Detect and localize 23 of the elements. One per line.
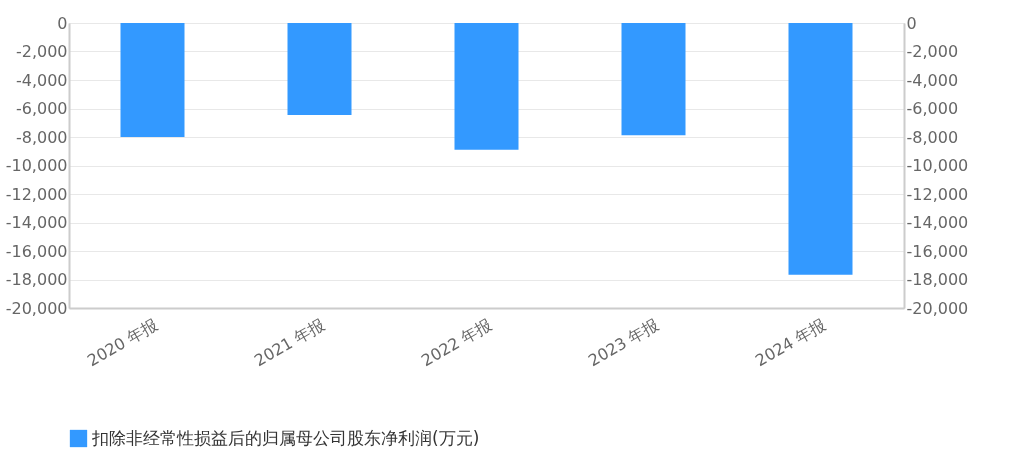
y-tick-label: -2,000 <box>15 42 68 61</box>
y2-tick-label: -2,000 <box>906 42 959 61</box>
y-tick-label: -20,000 <box>5 298 68 318</box>
y2-tick-label: 0 <box>906 13 917 33</box>
y-tick-label: -10,000 <box>5 156 68 175</box>
y-tick-label: -8,000 <box>15 127 68 147</box>
y2-tick-label: -16,000 <box>906 241 969 261</box>
y-tick-label: -4,000 <box>15 70 68 90</box>
y2-tick-label: -4,000 <box>906 70 959 90</box>
y2-tick-label: -6,000 <box>906 99 959 118</box>
y-tick-label: -14,000 <box>5 213 68 232</box>
y-tick-label: -16,000 <box>5 241 68 261</box>
y2-tick-label: -12,000 <box>906 184 969 204</box>
y-tick-label: 0 <box>57 13 68 33</box>
y2-tick-label: -8,000 <box>906 127 959 147</box>
y2-tick-label: -20,000 <box>906 298 969 318</box>
y-tick-label: -12,000 <box>5 184 68 204</box>
y2-tick-label: -18,000 <box>906 270 969 289</box>
legend-label: 扣除非经常性损益后的归属母公司股东净利润(万元) <box>91 427 480 448</box>
y-tick-label: -6,000 <box>15 99 68 118</box>
y2-tick-label: -14,000 <box>906 213 969 232</box>
y2-tick-label: -10,000 <box>906 156 969 175</box>
y-tick-label: -18,000 <box>5 270 68 289</box>
